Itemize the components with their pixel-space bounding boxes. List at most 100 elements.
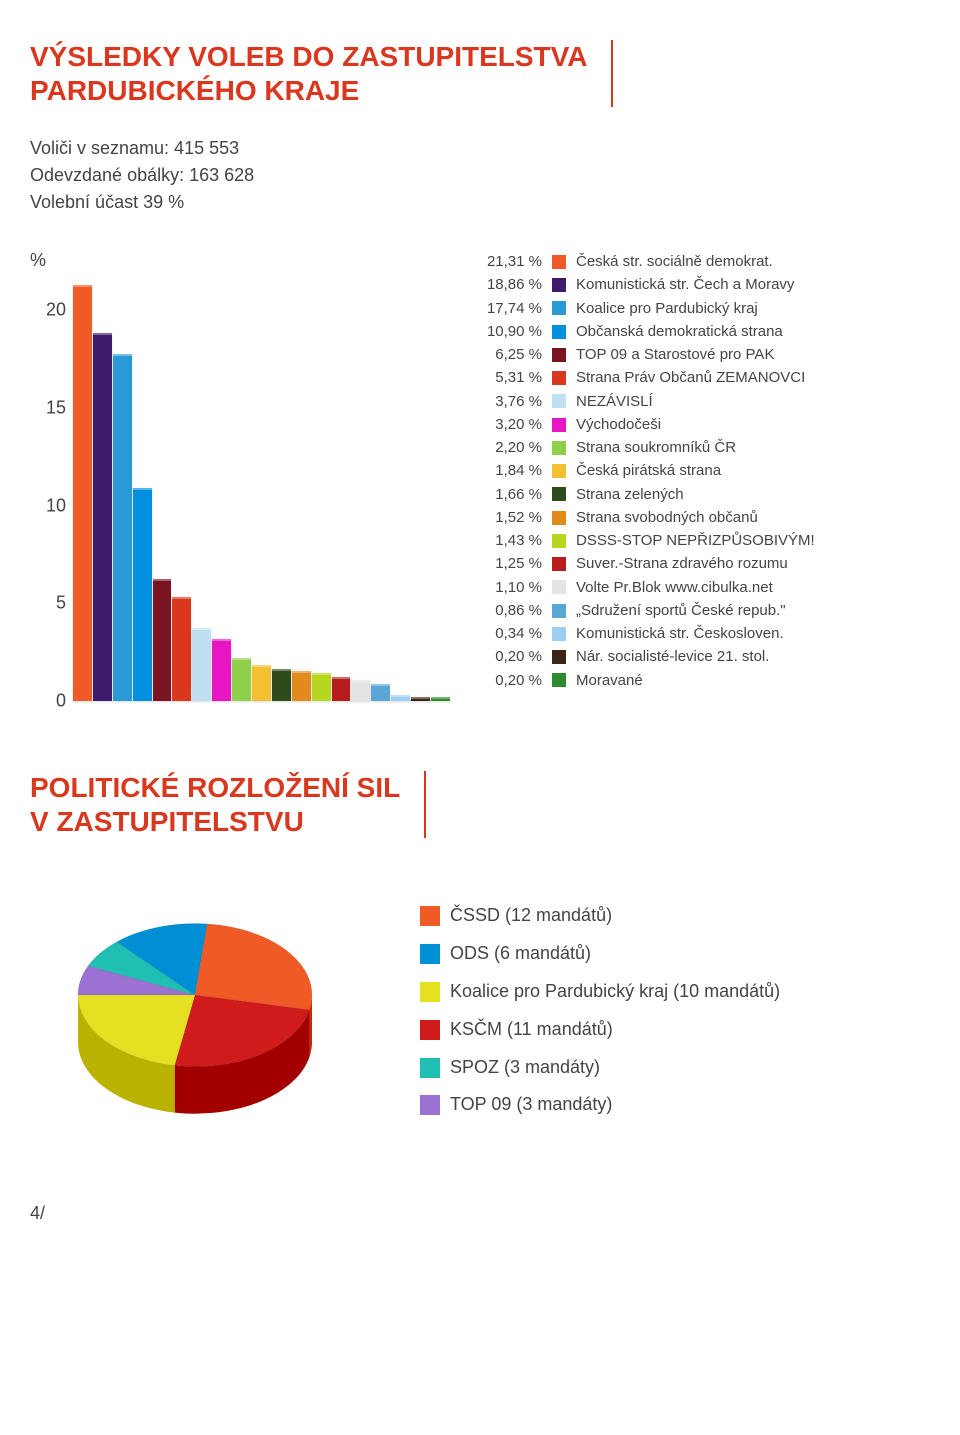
bar bbox=[73, 285, 92, 702]
legend-name: Strana soukromníků ČR bbox=[576, 436, 736, 459]
legend-pct: 6,25 % bbox=[480, 343, 542, 366]
legend-swatch bbox=[552, 580, 566, 594]
legend-pct: 0,86 % bbox=[480, 599, 542, 622]
bar bbox=[272, 669, 291, 701]
legend-swatch bbox=[552, 325, 566, 339]
section2-title: POLITICKÉ ROZLOŽENÍ SIL V ZASTUPITELSTVU bbox=[30, 771, 426, 838]
bar bbox=[332, 677, 351, 701]
legend-name: Východočeši bbox=[576, 413, 661, 436]
legend-pct: 0,34 % bbox=[480, 622, 542, 645]
section2-line2: V ZASTUPITELSTVU bbox=[30, 806, 304, 837]
seat-legend-row: Koalice pro Pardubický kraj (10 mandátů) bbox=[420, 973, 780, 1011]
seat-legend-row: SPOZ (3 mandáty) bbox=[420, 1049, 780, 1087]
legend-row: 0,86 % „Sdružení sportů České repub." bbox=[480, 599, 930, 622]
bar bbox=[252, 665, 271, 701]
legend-swatch bbox=[552, 487, 566, 501]
pie-chart bbox=[30, 878, 360, 1143]
legend-row: 0,20 %Nár. socialisté-levice 21. stol. bbox=[480, 645, 930, 668]
legend-swatch bbox=[552, 418, 566, 432]
legend-pct: 0,20 % bbox=[480, 669, 542, 692]
legend-swatch bbox=[552, 673, 566, 687]
legend-row: 0,20 % Moravané bbox=[480, 669, 930, 692]
seat-swatch bbox=[420, 906, 440, 926]
legend-swatch bbox=[552, 348, 566, 362]
legend-swatch bbox=[552, 511, 566, 525]
section2-line1: POLITICKÉ ROZLOŽENÍ SIL bbox=[30, 772, 400, 803]
legend-row: 1,66 %Strana zelených bbox=[480, 483, 930, 506]
seat-legend-row: KSČM (11 mandátů) bbox=[420, 1011, 780, 1049]
bar bbox=[212, 639, 231, 702]
legend-pct: 0,20 % bbox=[480, 645, 542, 668]
legend-swatch bbox=[552, 301, 566, 315]
y-tick: 0 bbox=[56, 691, 66, 712]
bar bbox=[232, 658, 251, 701]
y-tick: 15 bbox=[46, 398, 66, 419]
legend-pct: 1,43 % bbox=[480, 529, 542, 552]
bar bbox=[431, 697, 450, 701]
legend-name: Suver.-Strana zdravého rozumu bbox=[576, 552, 788, 575]
bar bbox=[172, 597, 191, 701]
legend-row: 17,74 %Koalice pro Pardubický kraj bbox=[480, 297, 930, 320]
legend-row: 2,20 % Strana soukromníků ČR bbox=[480, 436, 930, 459]
legend-row: 21,31 % Česká str. sociálně demokrat. bbox=[480, 250, 930, 273]
seat-label: Koalice pro Pardubický kraj (10 mandátů) bbox=[450, 973, 780, 1011]
seat-legend-row: ODS (6 mandátů) bbox=[420, 935, 780, 973]
legend-name: „Sdružení sportů České repub." bbox=[576, 599, 786, 622]
title-line1: VÝSLEDKY VOLEB DO ZASTUPITELSTVA bbox=[30, 41, 587, 72]
seat-label: TOP 09 (3 mandáty) bbox=[450, 1086, 612, 1124]
legend-swatch bbox=[552, 441, 566, 455]
legend-pct: 21,31 % bbox=[480, 250, 542, 273]
bar-chart-plot bbox=[72, 271, 450, 701]
seat-legend-row: TOP 09 (3 mandáty) bbox=[420, 1086, 780, 1124]
legend-row: 3,20 %Východočeši bbox=[480, 413, 930, 436]
seat-label: KSČM (11 mandátů) bbox=[450, 1011, 613, 1049]
legend-name: Česká str. sociálně demokrat. bbox=[576, 250, 773, 273]
legend-row: 5,31 %Strana Práv Občanů ZEMANOVCI bbox=[480, 366, 930, 389]
seat-legend-row: ČSSD (12 mandátů) bbox=[420, 897, 780, 935]
seat-swatch bbox=[420, 982, 440, 1002]
legend-name: Moravané bbox=[576, 669, 643, 692]
legend-pct: 1,84 % bbox=[480, 459, 542, 482]
legend-pct: 1,52 % bbox=[480, 506, 542, 529]
seat-label: ČSSD (12 mandátů) bbox=[450, 897, 612, 935]
legend-pct: 5,31 % bbox=[480, 366, 542, 389]
legend-pct: 17,74 % bbox=[480, 297, 542, 320]
legend-row: 1,43 % DSSS-STOP NEPŘIZPŮSOBIVÝM! bbox=[480, 529, 930, 552]
legend-row: 1,25 % Suver.-Strana zdravého rozumu bbox=[480, 552, 930, 575]
legend-swatch bbox=[552, 394, 566, 408]
legend-row: 1,10 %Volte Pr.Blok www.cibulka.net bbox=[480, 576, 930, 599]
section-title: VÝSLEDKY VOLEB DO ZASTUPITELSTVA PARDUBI… bbox=[30, 40, 613, 107]
pie-svg bbox=[30, 878, 360, 1138]
legend-name: TOP 09 a Starostové pro PAK bbox=[576, 343, 774, 366]
legend-name: DSSS-STOP NEPŘIZPŮSOBIVÝM! bbox=[576, 529, 815, 552]
seat-swatch bbox=[420, 944, 440, 964]
legend-swatch bbox=[552, 534, 566, 548]
legend-swatch bbox=[552, 650, 566, 664]
bar bbox=[153, 579, 172, 701]
legend-name: Strana svobodných občanů bbox=[576, 506, 758, 529]
legend-name: Občanská demokratická strana bbox=[576, 320, 783, 343]
legend-pct: 2,20 % bbox=[480, 436, 542, 459]
page-number: 4/ bbox=[30, 1203, 930, 1224]
seat-label: ODS (6 mandátů) bbox=[450, 935, 591, 973]
y-tick: 5 bbox=[56, 593, 66, 614]
legend-swatch bbox=[552, 627, 566, 641]
bar bbox=[113, 354, 132, 701]
y-axis-label: % bbox=[30, 250, 450, 271]
bar-chart-legend: 21,31 %Česká str. sociálně demokrat.18,8… bbox=[480, 250, 930, 701]
legend-row: 0,34 %Komunistická str. Českosloven. bbox=[480, 622, 930, 645]
bar bbox=[93, 333, 112, 702]
seats-legend: ČSSD (12 mandátů)ODS (6 mandátů)Koalice … bbox=[420, 897, 780, 1124]
legend-name: NEZÁVISLÍ bbox=[576, 390, 653, 413]
title-line2: PARDUBICKÉHO KRAJE bbox=[30, 75, 359, 106]
legend-row: 3,76 % NEZÁVISLÍ bbox=[480, 390, 930, 413]
legend-swatch bbox=[552, 464, 566, 478]
seat-swatch bbox=[420, 1095, 440, 1115]
legend-pct: 1,25 % bbox=[480, 552, 542, 575]
bar bbox=[351, 680, 370, 702]
meta-ballots: Odevzdané obálky: 163 628 bbox=[30, 162, 930, 189]
legend-pct: 10,90 % bbox=[480, 320, 542, 343]
bar bbox=[312, 673, 331, 701]
legend-pct: 3,76 % bbox=[480, 390, 542, 413]
bar bbox=[411, 697, 430, 701]
